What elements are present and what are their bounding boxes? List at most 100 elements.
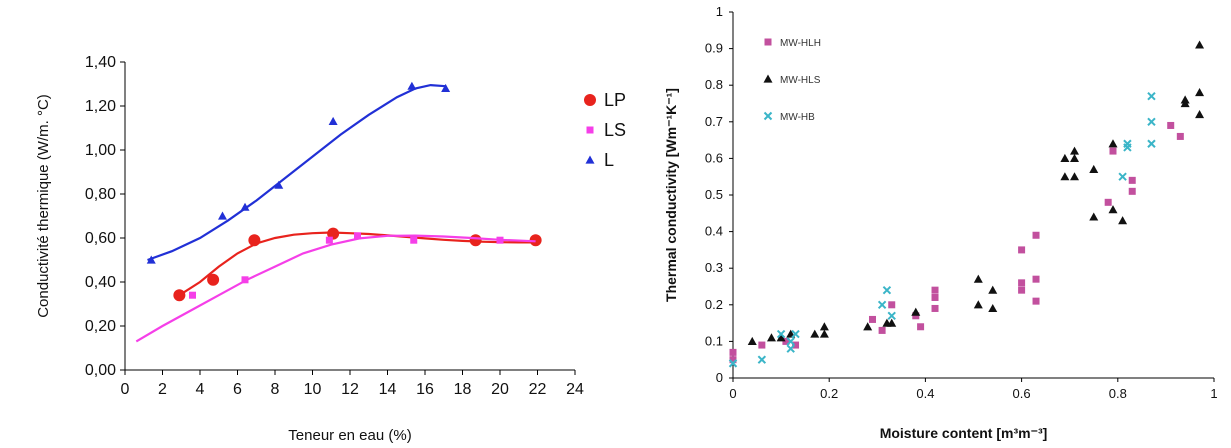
x-tick-label: 22 [529,381,547,398]
y-axis-label: Thermal conductivity [Wm⁻¹K⁻¹] [663,88,679,302]
data-point-lp [173,289,186,302]
data-point-mw-hls [973,300,983,309]
data-point-ls [189,291,196,299]
data-point-mw-hlh [1128,187,1136,195]
data-point-lp [207,273,220,286]
data-point-l [328,116,338,125]
data-point-mw-hlh [792,341,800,349]
x-tick-label: 24 [566,381,584,398]
right-chart: 0 0.1 0.2 0.3 0.4 0.5 0.6 0.7 0.8 0.9 1 0 0.2 0.4 0.6 0… [663,4,1218,441]
data-point-mw-hb-stroke-b [776,329,786,339]
data-point-mw-hlh [931,293,939,301]
legend-marker-mw-hls [763,74,773,83]
data-point-ls [496,236,504,244]
data-point-mw-hb [1123,143,1132,152]
legend-marker-l [585,155,595,164]
data-point-mw-hlh [868,315,876,323]
legend-label-mw-hlh: MW-HLH [780,38,821,49]
data-point-mw-hb [1118,172,1127,181]
data-point-mw-hls [776,333,786,342]
y-tick-label: 0,60 [85,230,116,247]
data-point-mw-hlh [931,286,939,294]
x-tick-label: 8 [271,381,280,398]
data-point-mw-hlh [1032,275,1040,283]
data-point-mw-hb [1147,139,1156,148]
trend-line-lp [178,231,536,297]
data-point-l [218,211,227,220]
data-point-mw-hlh [1167,121,1175,129]
data-point-ls [325,236,333,244]
data-point-mw-hb-stroke-b [786,344,795,353]
data-point-mw-hls [1070,153,1080,162]
data-point-mw-hb [776,329,786,339]
data-point-mw-hlh [782,337,790,345]
data-point-mw-hlh [1018,286,1026,294]
data-point-mw-hls [1195,88,1205,97]
legend-marker-lp [584,94,596,106]
x-tick-label: 0.2 [820,386,838,401]
data-point-mw-hlh [912,312,920,320]
data-point-mw-hb [786,337,795,346]
data-point-lp [469,234,482,247]
left-chart: 0,000,200,400,600,801,001,201,400 2 4 6 8 10 1… [35,54,626,444]
data-point-mw-hlh [1032,297,1040,305]
data-point-mw-hlh [931,304,939,312]
legend-label-mw-hb: MW-HB [780,112,815,123]
x-tick-label: 10 [304,381,322,398]
x-tick-label: 14 [379,381,397,398]
data-point-mw-hb-stroke-b [728,359,738,368]
data-point-mw-hb-stroke-b [887,311,896,320]
data-point-mw-hls [1108,205,1118,214]
y-tick-label: 0.9 [705,41,723,56]
data-point-mw-hlh [758,341,766,349]
data-point-mw-hb [877,300,887,310]
trend-line-l [147,83,446,262]
y-tick-label: 0.1 [705,333,723,348]
data-point-mw-hls [1118,216,1128,225]
data-point-mw-hls [1060,153,1070,162]
data-point-mw-hb [1147,91,1156,101]
data-point-lp [327,227,340,240]
x-tick-label: 6 [233,381,242,398]
trend-line-ls [135,234,536,343]
data-point-mw-hls [1108,139,1118,148]
data-point-ls [410,236,418,244]
data-point-mw-hb-stroke-b [877,300,887,310]
x-tick-label: 2 [158,381,167,398]
x-axis-label: Moisture content [m³m⁻³] [880,425,1048,441]
x-tick-label: 0.8 [1109,386,1127,401]
data-point-mw-hb-stroke-b [1118,172,1127,181]
data-point-mw-hlh [917,323,925,331]
y-tick-label: 0 [716,370,723,385]
data-point-mw-hlh [1018,246,1026,254]
y-tick-label: 0,80 [85,186,116,203]
data-point-mw-hlh [1018,279,1026,287]
y-tick-label: 0.7 [705,114,723,129]
x-axis-label: Teneur en eau (%) [288,427,411,444]
data-point-l [146,255,156,264]
y-tick-label: 0.4 [705,224,723,239]
data-point-mw-hls [911,307,921,316]
legend-label-ls: LS [604,120,626,140]
x-tick-label: 0.4 [916,386,934,401]
y-tick-label: 0.3 [705,260,723,275]
x-tick-label: 0.6 [1013,386,1031,401]
data-point-mw-hb [786,344,795,353]
legend-marker-mw-hlh [764,38,772,46]
data-point-mw-hlh [1128,176,1136,184]
data-point-mw-hb [728,359,738,368]
data-point-mw-hlh [729,348,737,356]
x-tick-label: 16 [416,381,434,398]
legend-marker-mw-hb [763,111,773,121]
data-point-mw-hls [1195,109,1205,119]
data-point-mw-hlh [1176,132,1184,140]
data-point-mw-hb-stroke-b [791,329,800,339]
data-point-mw-hlh [1109,147,1117,155]
y-tick-label: 0.5 [705,187,723,202]
data-point-mw-hls [887,318,897,327]
data-point-mw-hb [791,329,800,339]
x-tick-label: 18 [454,381,472,398]
x-tick-label: 1 [1210,386,1217,401]
data-point-mw-hlh [878,326,886,334]
